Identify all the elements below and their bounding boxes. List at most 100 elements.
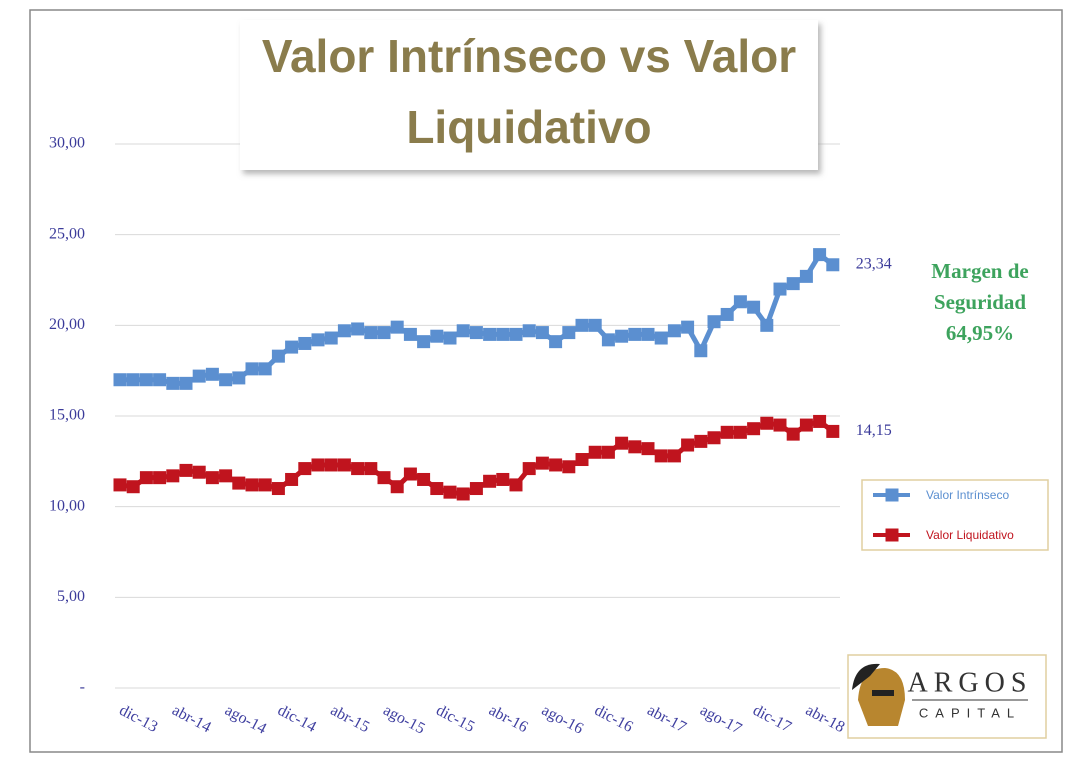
point [760,318,774,332]
y-tick-label: 30,00 [49,135,85,152]
point [311,458,325,472]
point [707,315,721,329]
point [153,471,167,485]
point [628,440,642,454]
point [258,362,272,376]
point [139,373,153,387]
point [311,333,325,347]
point [113,373,127,387]
point [733,295,747,309]
point [813,248,827,262]
point [641,442,655,456]
y-tick-label: 15,00 [49,407,85,424]
point [483,327,497,341]
point [694,434,708,448]
point [799,418,813,432]
point [351,322,365,336]
y-tick-label: - [80,679,85,696]
point [786,427,800,441]
point [747,300,761,314]
point [403,467,417,481]
point [139,471,153,485]
point [786,277,800,291]
legend-swatch [885,488,899,502]
point [601,333,615,347]
point [430,329,444,343]
point [430,482,444,496]
point [588,445,602,459]
point [285,472,299,486]
legend-label: Valor Intrínseco [926,488,1009,502]
point [443,485,457,499]
y-tick-label: 5,00 [57,588,85,605]
point [285,340,299,354]
point [205,367,219,381]
point [588,318,602,332]
point [337,458,351,472]
annotation: Margen de [931,259,1028,283]
point [232,476,246,490]
point [179,376,193,390]
point [773,418,787,432]
point [496,472,510,486]
legend-swatch [885,528,899,542]
legend-label: Valor Liquidativo [926,528,1014,542]
point [390,480,404,494]
point [747,422,761,436]
logo-subtitle: CAPITAL [919,705,1021,720]
point [245,478,259,492]
point [681,320,695,334]
point [535,456,549,470]
point [469,326,483,340]
point [377,471,391,485]
logo-helmet [852,663,905,726]
point [364,462,378,476]
end-label: 14,15 [856,422,892,439]
point [733,425,747,439]
point [337,324,351,338]
point [126,480,140,494]
point [483,474,497,488]
chart-title: Liquidativo [406,101,651,153]
point [615,329,629,343]
point [641,327,655,341]
point [443,331,457,345]
point [681,438,695,452]
point [390,320,404,334]
point [469,482,483,496]
point [628,327,642,341]
point [509,327,523,341]
point [694,344,708,358]
point [760,416,774,430]
point [654,331,668,345]
annotation: 64,95% [946,321,1014,345]
chart-title: Valor Intrínseco vs Valor [262,30,796,82]
point [324,458,338,472]
point [271,349,285,363]
end-label: 23,34 [856,255,892,272]
point [826,424,840,438]
point [126,373,140,387]
point [522,462,536,476]
point [219,469,233,483]
y-tick-label: 25,00 [49,225,85,242]
point [377,326,391,340]
y-tick-label: 10,00 [49,497,85,514]
point [403,327,417,341]
point [575,318,589,332]
point [562,326,576,340]
point [720,307,734,321]
y-tick-label: 20,00 [49,316,85,333]
point [799,269,813,283]
logo-name: ARGOS [908,667,1033,698]
point [601,445,615,459]
point [179,463,193,477]
point [615,436,629,450]
point [324,331,338,345]
point [496,327,510,341]
point [773,282,787,296]
point [826,258,840,272]
point [271,482,285,496]
point [166,376,180,390]
